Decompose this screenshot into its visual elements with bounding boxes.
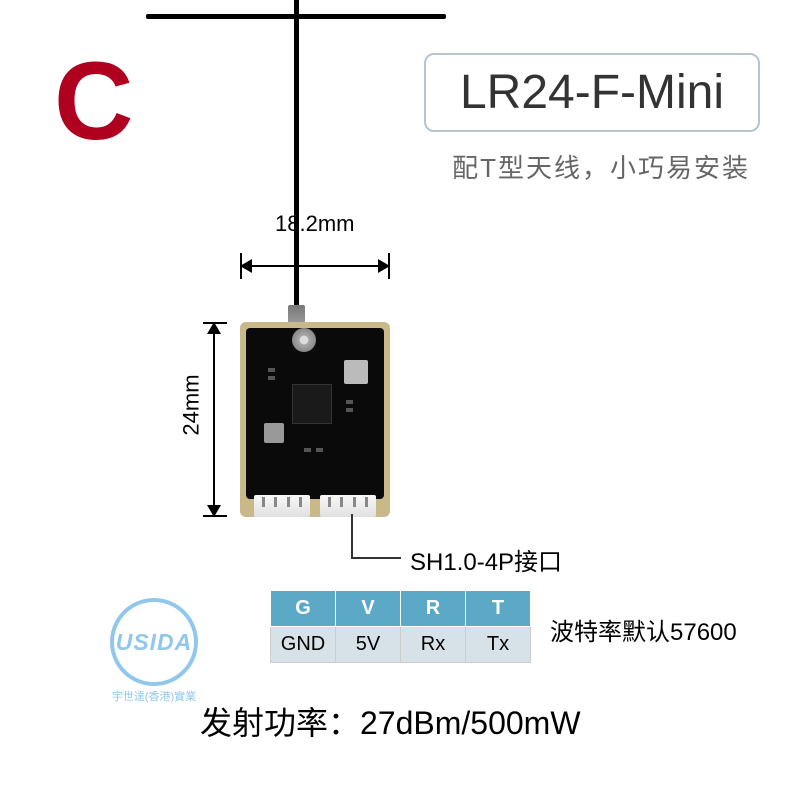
pin xyxy=(340,497,343,507)
dim-arrow-line xyxy=(240,265,390,267)
pin-val-gnd: GND xyxy=(271,627,336,663)
dimension-width-label: 18.2mm xyxy=(275,211,354,237)
chip-rf-shield xyxy=(344,360,368,384)
watermark: USIDA 宇世達(香港)實業 xyxy=(110,598,198,704)
connector-4p-right xyxy=(320,495,376,517)
dimension-height: 24mm xyxy=(195,322,237,517)
smd xyxy=(268,368,275,372)
subtitle: 配T型天线，小巧易安装 xyxy=(452,148,750,185)
pin xyxy=(287,497,290,507)
watermark-subtext: 宇世達(香港)實業 xyxy=(110,688,198,704)
pin-header-v: V xyxy=(336,591,401,627)
sma-connector-icon xyxy=(292,328,316,352)
pin-table: G V R T GND 5V Rx Tx xyxy=(270,590,531,663)
chip-small xyxy=(264,423,284,443)
pin-val-5v: 5V xyxy=(336,627,401,663)
connector-callout-label: SH1.0-4P接口 xyxy=(410,542,562,577)
product-title: LR24-F-Mini xyxy=(460,66,724,119)
pin-table-value-row: GND 5V Rx Tx xyxy=(271,627,531,663)
dimension-height-label: 24mm xyxy=(179,374,205,435)
pin-header-g: G xyxy=(271,591,336,627)
pin xyxy=(353,497,356,507)
pcb-board xyxy=(240,322,390,517)
dim-ext-line xyxy=(388,253,390,279)
callout-leader-v xyxy=(351,514,353,558)
pin-val-rx: Rx xyxy=(401,627,466,663)
baud-rate-label: 波特率默认57600 xyxy=(550,612,737,647)
pin xyxy=(365,497,368,507)
pin-table-header-row: G V R T xyxy=(271,591,531,627)
product-title-box: LR24-F-Mini xyxy=(424,53,760,132)
smd xyxy=(316,448,323,452)
pcb-inner xyxy=(246,328,384,499)
watermark-logo: USIDA xyxy=(110,598,198,686)
pin-header-r: R xyxy=(401,591,466,627)
pin xyxy=(274,497,277,507)
connector-4p-left xyxy=(254,495,310,517)
variant-letter: C xyxy=(54,47,133,157)
smd xyxy=(304,448,311,452)
smd xyxy=(346,408,353,412)
chip-main xyxy=(292,384,332,424)
tx-power-label: 发射功率：27dBm/500mW xyxy=(200,698,581,744)
dim-ext-line xyxy=(203,515,227,517)
callout-leader-h xyxy=(351,557,401,559)
pin xyxy=(299,497,302,507)
pin-header-t: T xyxy=(466,591,531,627)
pin-val-tx: Tx xyxy=(466,627,531,663)
smd xyxy=(346,400,353,404)
pin xyxy=(262,497,265,507)
smd xyxy=(268,376,275,380)
dimension-width: 18.2mm xyxy=(240,245,390,291)
antenna-connector-plug xyxy=(288,305,305,323)
dim-arrow-line xyxy=(213,322,215,517)
pin xyxy=(328,497,331,507)
